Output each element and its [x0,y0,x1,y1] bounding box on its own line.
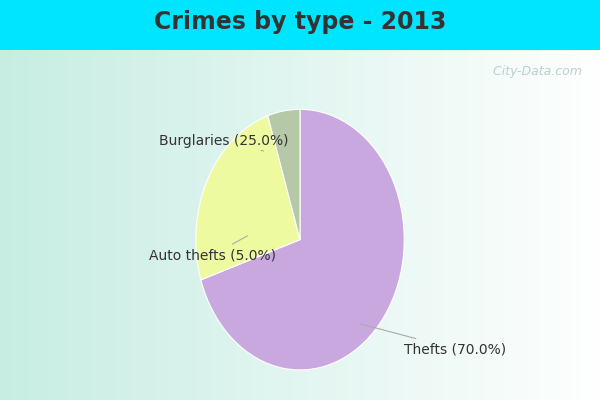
Text: Crimes by type - 2013: Crimes by type - 2013 [154,10,446,34]
Text: Auto thefts (5.0%): Auto thefts (5.0%) [149,236,276,262]
Wedge shape [268,109,300,240]
Wedge shape [201,109,404,370]
Text: Thefts (70.0%): Thefts (70.0%) [360,324,506,356]
Wedge shape [196,116,300,280]
Text: City-Data.com: City-Data.com [485,66,582,78]
Text: Burglaries (25.0%): Burglaries (25.0%) [159,134,289,151]
